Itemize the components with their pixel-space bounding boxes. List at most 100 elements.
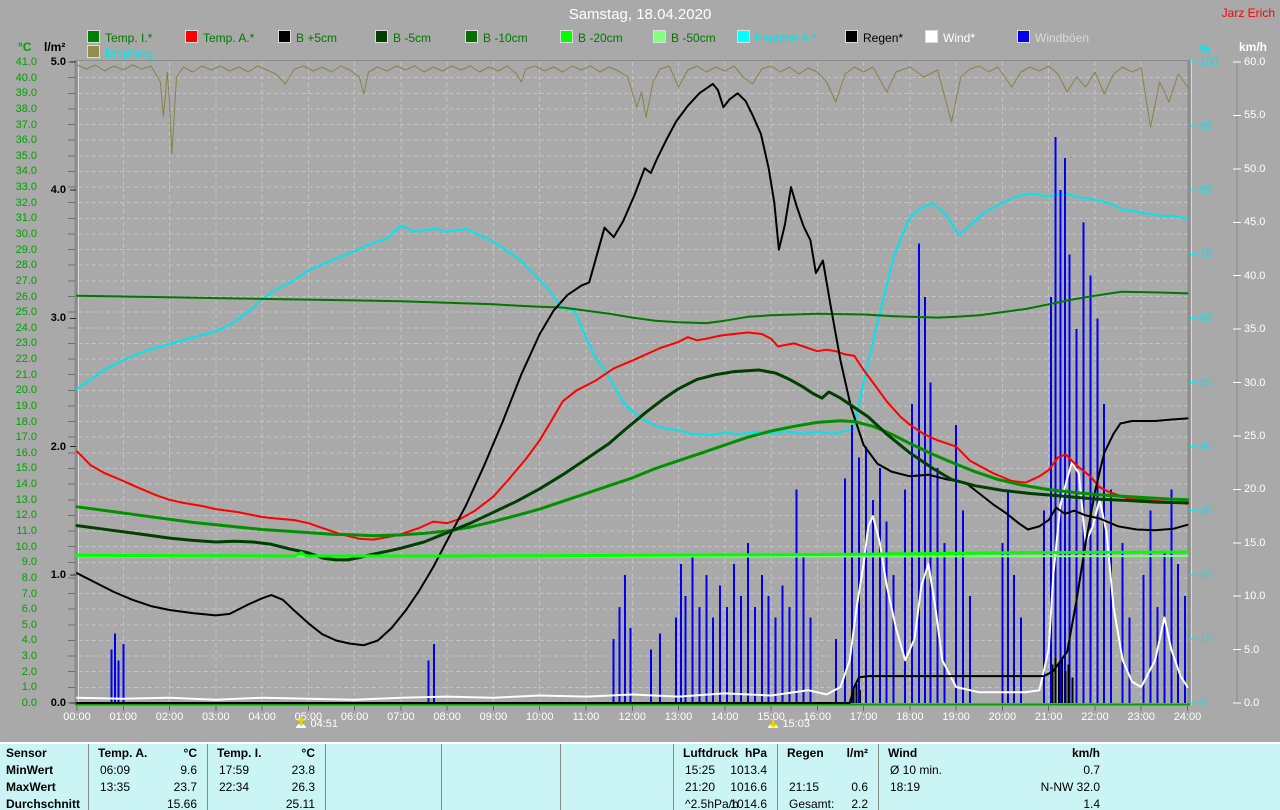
series-b-minus20 (75, 550, 1189, 558)
wind-swatch-icon (925, 30, 938, 43)
y-label-humidity: 90 (1200, 120, 1213, 133)
y-label-temp: 17.0 (15, 431, 37, 444)
sunrise-time: 04:51 (310, 718, 338, 730)
stats-table: Sensor MinWert MaxWert Durchschnitt Temp. A.… (0, 742, 1280, 810)
table-col-header: Temp. A. (98, 746, 148, 760)
series-b-minus10 (75, 419, 1189, 538)
table-col-unit: °C (301, 746, 315, 760)
legend-item-b-minus5: B -5cm (375, 30, 431, 45)
legend-label: Wind* (943, 31, 976, 45)
table-row-label: MaxWert (6, 780, 56, 794)
left-axis-unit-celsius: °C (18, 40, 32, 54)
table-cell-value: 2.2 (851, 797, 868, 810)
legend-item-b-minus50: B -50cm (653, 30, 716, 45)
left-axis-unit-rain: l/m² (44, 40, 66, 54)
x-label: 22:00 (1081, 711, 1109, 723)
legend-item-regen: Regen* (845, 30, 903, 45)
sunset-marker: 15:03 (767, 717, 810, 730)
table-col-unit: km/h (1071, 746, 1100, 760)
y-label-wind: 10.0 (1244, 590, 1266, 603)
y-label-temp: 9.0 (21, 556, 37, 569)
table-row-label: MinWert (6, 763, 54, 777)
y-label-temp: 16.0 (15, 446, 37, 459)
right-axis-unit-kmh: km/h (1239, 40, 1268, 54)
right-axis-unit-percent: % (1199, 42, 1210, 56)
x-label: 18:00 (896, 711, 924, 723)
y-label-temp: 27.0 (15, 274, 37, 287)
table-divider (777, 744, 778, 810)
legend-item-b-plus5: B +5cm (278, 30, 338, 45)
x-label: 19:00 (942, 711, 970, 723)
x-label: 04:00 (248, 711, 276, 723)
y-label-temp: 40.0 (15, 71, 37, 84)
legend-item-b-minus20: B -20cm (560, 30, 623, 45)
legend-label: Empfang (105, 46, 154, 60)
y-label-temp: 28.0 (15, 259, 37, 272)
y-label-wind: 0.0 (1244, 697, 1260, 709)
x-label: 23:00 (1127, 711, 1155, 723)
y-label-humidity: 10 (1200, 632, 1213, 645)
x-label: 14:00 (711, 711, 739, 723)
table-col-unit: hPa (744, 746, 767, 760)
series-b-minus5 (75, 368, 1189, 562)
series-temp-a (76, 331, 1189, 541)
y-label-temp: 2.0 (21, 665, 37, 678)
y-label-temp: 31.0 (15, 212, 37, 225)
y-label-humidity: 50 (1200, 376, 1213, 389)
y-label-wind: 35.0 (1244, 323, 1266, 336)
y-label-temp: 19.0 (15, 399, 37, 412)
table-cell-value: N-NW 32.0 (1040, 780, 1100, 794)
x-label: 03:00 (202, 711, 230, 723)
table-cell-value: 1016.6 (730, 780, 767, 794)
table-cell-time: 15:25 (685, 763, 716, 777)
series-b-plus5 (76, 82, 1189, 647)
table-divider (878, 744, 879, 810)
table-cell-value: 1.4 (1083, 797, 1100, 810)
legend-item-b-minus10: B -10cm (465, 30, 528, 45)
y-label-humidity: 70 (1200, 248, 1213, 261)
y-label-rain: 5.0 (50, 56, 66, 68)
y-label-temp: 35.0 (15, 149, 37, 162)
legend-label: B -50cm (671, 31, 716, 45)
legend-label: B +5cm (296, 31, 338, 45)
sunset-icon (768, 719, 779, 728)
y-label-temp: 36.0 (15, 134, 37, 147)
table-cell-value: 0.7 (1083, 763, 1100, 777)
y-label-temp: 11.0 (16, 525, 37, 538)
legend-label: B -20cm (578, 31, 623, 45)
table-cell-time: 18:19 (890, 780, 921, 794)
y-label-temp: 38.0 (15, 102, 37, 115)
table-divider (207, 744, 208, 810)
table-row-label: Durchschnitt (6, 797, 81, 810)
y-label-wind: 30.0 (1244, 376, 1266, 389)
table-cell-time: 13:35 (100, 780, 131, 794)
y-label-temp: 39.0 (15, 87, 37, 100)
y-label-temp: 3.0 (21, 650, 37, 663)
table-cell-time: 21:20 (685, 780, 716, 794)
page-title: Samstag, 18.04.2020 (568, 6, 712, 23)
table-col-header: Temp. I. (217, 746, 262, 760)
x-label: 20:00 (988, 711, 1017, 723)
regen-swatch-icon (845, 30, 858, 43)
series-feuchte-a (76, 192, 1189, 437)
x-label: 15:00 (757, 711, 785, 723)
y-label-temp: 4.0 (21, 634, 37, 647)
table-cell-time: 06:09 (100, 763, 131, 777)
y-label-wind: 15.0 (1244, 536, 1266, 549)
legend-item-temp-a: Temp. A.* (185, 30, 254, 45)
y-label-temp: 25.0 (15, 306, 37, 319)
legend-item-windboeen: Windböen (1017, 30, 1090, 45)
x-label: 09:00 (479, 711, 508, 723)
table-cell-value: 1013.4 (730, 763, 767, 777)
y-label-temp: 26.0 (15, 290, 37, 303)
y-label-humidity: 20 (1200, 568, 1213, 581)
y-label-rain: 1.0 (50, 568, 66, 581)
table-cell-value: 0.6 (851, 780, 868, 794)
legend-label: Windböen (1035, 31, 1090, 45)
y-label-temp: 10.0 (15, 540, 37, 553)
legend-label: B -10cm (483, 31, 528, 45)
y-label-temp: 24.0 (15, 321, 37, 334)
y-label-wind: 20.0 (1244, 483, 1266, 496)
y-label-temp: 18.0 (15, 415, 37, 428)
